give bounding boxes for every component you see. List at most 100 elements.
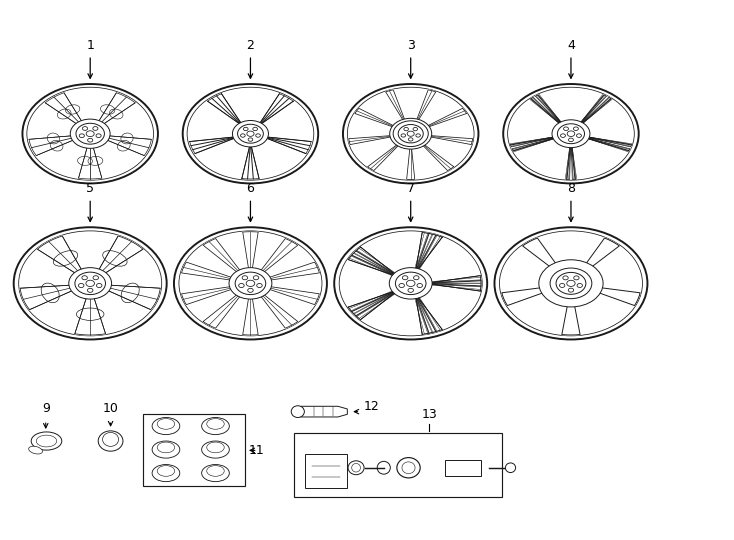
Ellipse shape: [76, 123, 104, 144]
Ellipse shape: [334, 227, 487, 340]
Ellipse shape: [416, 134, 421, 137]
Text: 4: 4: [567, 39, 575, 52]
Ellipse shape: [157, 465, 175, 476]
Polygon shape: [585, 137, 630, 151]
Ellipse shape: [86, 280, 95, 287]
Polygon shape: [259, 239, 298, 274]
Ellipse shape: [202, 441, 229, 458]
Polygon shape: [266, 262, 319, 280]
Polygon shape: [301, 406, 347, 417]
Ellipse shape: [96, 284, 102, 287]
Ellipse shape: [152, 464, 180, 482]
Ellipse shape: [207, 465, 224, 476]
Polygon shape: [20, 285, 73, 309]
Ellipse shape: [569, 138, 573, 141]
Ellipse shape: [93, 276, 98, 280]
Polygon shape: [417, 90, 436, 120]
Ellipse shape: [539, 260, 603, 307]
Polygon shape: [355, 109, 393, 127]
Ellipse shape: [556, 272, 586, 294]
Polygon shape: [266, 286, 319, 305]
Ellipse shape: [23, 84, 158, 184]
Text: 7: 7: [407, 182, 415, 195]
Ellipse shape: [413, 276, 419, 280]
Polygon shape: [181, 262, 234, 280]
Ellipse shape: [79, 134, 84, 138]
Polygon shape: [415, 233, 428, 271]
Polygon shape: [417, 296, 436, 332]
Ellipse shape: [404, 127, 408, 131]
Polygon shape: [37, 236, 82, 274]
Polygon shape: [571, 145, 575, 179]
Ellipse shape: [248, 138, 252, 141]
Ellipse shape: [92, 126, 98, 130]
Ellipse shape: [564, 127, 568, 131]
Ellipse shape: [253, 276, 259, 280]
Ellipse shape: [207, 418, 224, 429]
Ellipse shape: [31, 432, 62, 450]
Polygon shape: [385, 90, 404, 120]
Polygon shape: [46, 93, 82, 124]
Ellipse shape: [343, 84, 479, 184]
Ellipse shape: [390, 118, 432, 149]
Ellipse shape: [402, 276, 408, 280]
Polygon shape: [510, 136, 556, 147]
Polygon shape: [523, 238, 562, 274]
Text: 13: 13: [421, 408, 437, 421]
Polygon shape: [429, 280, 481, 283]
Text: 12: 12: [363, 400, 379, 413]
Ellipse shape: [577, 284, 583, 287]
Polygon shape: [415, 233, 432, 271]
Polygon shape: [98, 93, 135, 124]
Ellipse shape: [87, 138, 92, 142]
Ellipse shape: [401, 134, 406, 137]
Ellipse shape: [352, 463, 360, 472]
Ellipse shape: [86, 131, 94, 137]
Ellipse shape: [103, 433, 119, 447]
Polygon shape: [579, 95, 606, 125]
Ellipse shape: [244, 127, 248, 131]
Ellipse shape: [567, 131, 575, 137]
Ellipse shape: [504, 84, 639, 184]
Ellipse shape: [552, 120, 590, 147]
Polygon shape: [418, 235, 440, 271]
Text: 5: 5: [86, 182, 94, 195]
Ellipse shape: [397, 457, 420, 478]
Ellipse shape: [174, 227, 327, 340]
Polygon shape: [354, 251, 396, 275]
Bar: [142, 414, 244, 487]
Ellipse shape: [242, 276, 247, 280]
Polygon shape: [512, 137, 557, 151]
Ellipse shape: [396, 272, 426, 295]
Ellipse shape: [393, 121, 428, 146]
Ellipse shape: [235, 272, 266, 295]
Text: 9: 9: [42, 402, 50, 415]
Polygon shape: [429, 284, 481, 286]
Polygon shape: [349, 290, 395, 310]
Text: 6: 6: [247, 182, 255, 195]
Polygon shape: [203, 239, 241, 274]
Ellipse shape: [207, 442, 224, 453]
Ellipse shape: [377, 461, 390, 474]
Polygon shape: [107, 285, 160, 309]
Polygon shape: [352, 253, 396, 276]
Polygon shape: [407, 148, 415, 179]
Polygon shape: [352, 291, 396, 313]
Ellipse shape: [563, 276, 568, 280]
Polygon shape: [579, 238, 619, 274]
Polygon shape: [203, 293, 241, 328]
Ellipse shape: [402, 462, 415, 474]
Polygon shape: [29, 136, 74, 156]
Ellipse shape: [98, 431, 123, 451]
Polygon shape: [535, 95, 563, 125]
Ellipse shape: [247, 131, 254, 137]
Ellipse shape: [233, 120, 269, 147]
Polygon shape: [357, 248, 397, 275]
Ellipse shape: [202, 464, 229, 482]
Ellipse shape: [550, 268, 592, 299]
Ellipse shape: [407, 131, 414, 136]
Ellipse shape: [495, 227, 647, 340]
Ellipse shape: [82, 276, 87, 280]
Polygon shape: [417, 234, 436, 271]
Ellipse shape: [157, 418, 175, 429]
